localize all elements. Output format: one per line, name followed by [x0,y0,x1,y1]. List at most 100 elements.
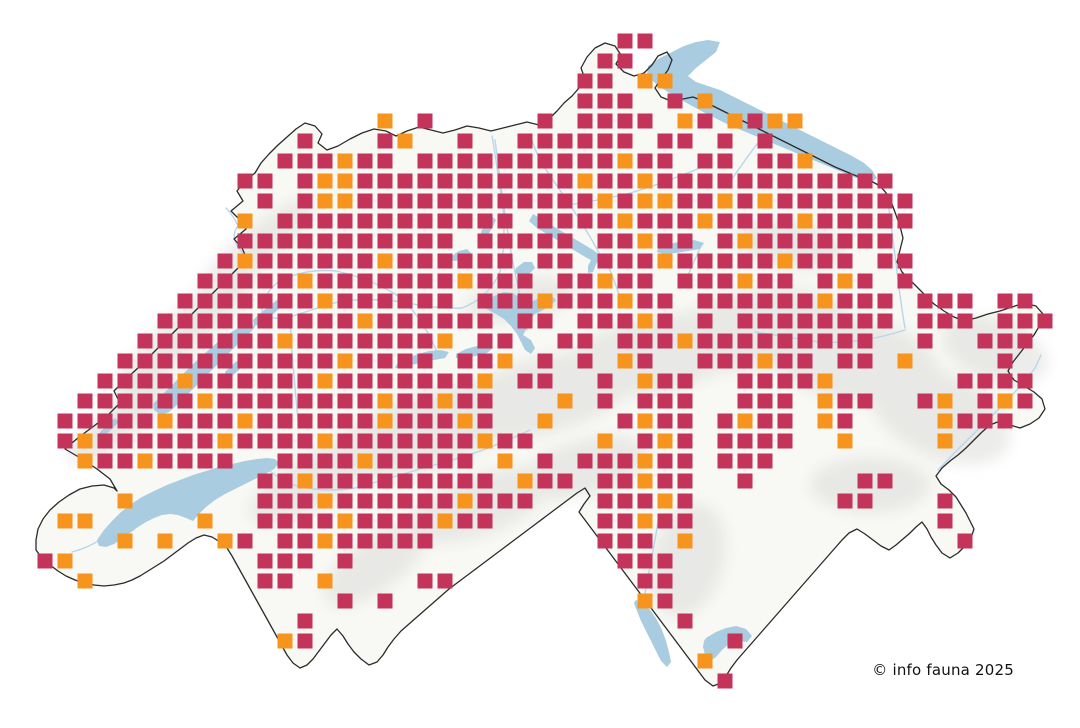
occurrence-square[interactable] [617,493,633,509]
occurrence-square[interactable] [737,373,753,389]
occurrence-square[interactable] [417,473,433,489]
occurrence-square[interactable] [297,353,313,369]
occurrence-square[interactable] [277,413,293,429]
occurrence-square[interactable] [217,453,233,469]
occurrence-square[interactable] [677,613,693,629]
occurrence-square[interactable] [617,533,633,549]
occurrence-square[interactable] [657,313,673,329]
occurrence-square[interactable] [677,133,693,149]
occurrence-square[interactable] [397,313,413,329]
occurrence-square[interactable] [477,413,493,429]
occurrence-square[interactable] [657,293,673,309]
occurrence-square[interactable] [397,393,413,409]
occurrence-square[interactable] [657,153,673,169]
occurrence-square[interactable] [277,393,293,409]
occurrence-square[interactable] [677,413,693,429]
occurrence-square[interactable] [277,153,293,169]
occurrence-square[interactable] [717,453,733,469]
occurrence-square[interactable] [697,333,713,349]
occurrence-square[interactable] [357,293,373,309]
occurrence-square[interactable] [617,513,633,529]
occurrence-square[interactable] [337,453,353,469]
occurrence-square[interactable] [737,173,753,189]
occurrence-square[interactable] [337,173,353,189]
occurrence-square[interactable] [657,73,673,89]
occurrence-square[interactable] [497,453,513,469]
occurrence-square[interactable] [417,193,433,209]
occurrence-square[interactable] [577,153,593,169]
occurrence-square[interactable] [537,173,553,189]
occurrence-square[interactable] [617,233,633,249]
occurrence-square[interactable] [337,553,353,569]
occurrence-square[interactable] [277,633,293,649]
occurrence-square[interactable] [157,353,173,369]
occurrence-square[interactable] [657,553,673,569]
occurrence-square[interactable] [257,493,273,509]
occurrence-square[interactable] [797,173,813,189]
occurrence-square[interactable] [737,413,753,429]
occurrence-square[interactable] [577,133,593,149]
occurrence-square[interactable] [277,433,293,449]
occurrence-square[interactable] [297,233,313,249]
occurrence-square[interactable] [497,493,513,509]
occurrence-square[interactable] [657,173,673,189]
occurrence-square[interactable] [597,293,613,309]
occurrence-square[interactable] [477,493,493,509]
occurrence-square[interactable] [677,333,693,349]
occurrence-square[interactable] [497,293,513,309]
occurrence-square[interactable] [197,273,213,289]
occurrence-square[interactable] [597,233,613,249]
occurrence-square[interactable] [577,333,593,349]
occurrence-square[interactable] [157,533,173,549]
occurrence-square[interactable] [677,253,693,269]
occurrence-square[interactable] [597,433,613,449]
occurrence-square[interactable] [957,413,973,429]
occurrence-square[interactable] [537,233,553,249]
occurrence-square[interactable] [667,93,683,109]
occurrence-square[interactable] [357,193,373,209]
occurrence-square[interactable] [397,253,413,269]
occurrence-square[interactable] [557,293,573,309]
occurrence-square[interactable] [637,33,653,49]
occurrence-square[interactable] [657,333,673,349]
occurrence-square[interactable] [397,273,413,289]
occurrence-square[interactable] [177,353,193,369]
occurrence-square[interactable] [637,253,653,269]
occurrence-square[interactable] [717,153,733,169]
occurrence-square[interactable] [297,413,313,429]
occurrence-square[interactable] [297,613,313,629]
occurrence-square[interactable] [297,293,313,309]
occurrence-square[interactable] [457,213,473,229]
occurrence-square[interactable] [577,173,593,189]
occurrence-square[interactable] [677,433,693,449]
occurrence-square[interactable] [817,393,833,409]
occurrence-square[interactable] [697,113,713,129]
occurrence-square[interactable] [457,193,473,209]
occurrence-square[interactable] [777,433,793,449]
occurrence-square[interactable] [317,413,333,429]
occurrence-square[interactable] [677,473,693,489]
occurrence-square[interactable] [317,333,333,349]
occurrence-square[interactable] [397,233,413,249]
occurrence-square[interactable] [437,473,453,489]
occurrence-square[interactable] [237,533,253,549]
occurrence-square[interactable] [397,433,413,449]
occurrence-square[interactable] [657,253,673,269]
occurrence-square[interactable] [197,293,213,309]
occurrence-square[interactable] [677,113,693,129]
occurrence-square[interactable] [857,333,873,349]
occurrence-square[interactable] [937,433,953,449]
occurrence-square[interactable] [777,353,793,369]
occurrence-square[interactable] [37,553,53,569]
occurrence-square[interactable] [917,393,933,409]
occurrence-square[interactable] [477,373,493,389]
occurrence-square[interactable] [617,133,633,149]
occurrence-square[interactable] [237,433,253,449]
occurrence-square[interactable] [357,513,373,529]
occurrence-square[interactable] [857,213,873,229]
occurrence-square[interactable] [297,493,313,509]
occurrence-square[interactable] [337,513,353,529]
occurrence-square[interactable] [377,113,393,129]
occurrence-square[interactable] [697,213,713,229]
occurrence-square[interactable] [1017,373,1033,389]
